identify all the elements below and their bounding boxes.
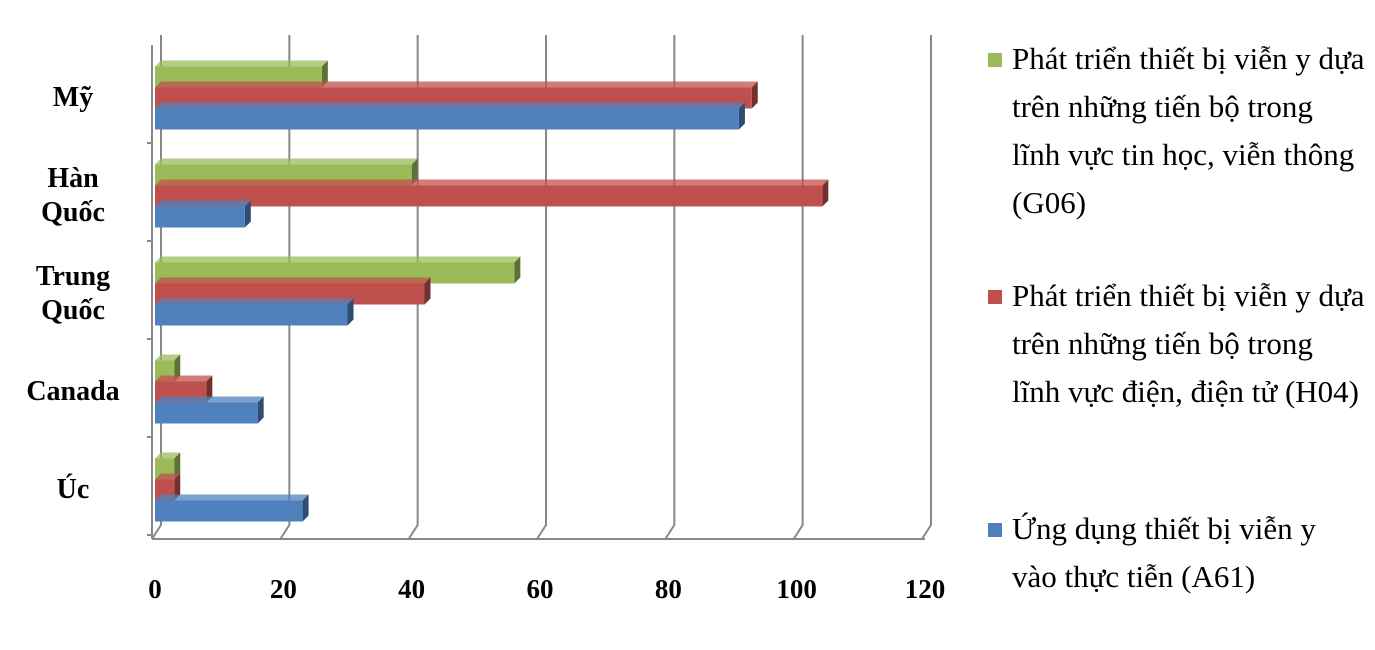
- y-tick-label: Mỹ: [52, 82, 94, 113]
- bar: [155, 108, 739, 130]
- y-tick-label: Canada: [26, 376, 120, 407]
- bar-side: [174, 354, 181, 382]
- bar-side: [424, 277, 431, 305]
- legend-label: Ứng dụng thiết bị viễn y vào thực tiễn (…: [1012, 511, 1316, 594]
- bar-side: [347, 298, 354, 326]
- bar-side: [206, 375, 213, 403]
- x-tick-label: 120: [905, 574, 946, 604]
- x-tick-label: 80: [655, 574, 682, 604]
- bar-top: [155, 494, 309, 501]
- legend-swatch: [988, 290, 1002, 304]
- bar-top: [155, 298, 354, 305]
- bar-side: [321, 60, 328, 88]
- legend-swatch: [988, 523, 1002, 537]
- x-tick-label: 40: [398, 574, 425, 604]
- bar-top: [155, 102, 745, 109]
- bar-top: [155, 396, 264, 403]
- bar-top: [155, 179, 829, 186]
- bar: [155, 304, 348, 326]
- x-tick-label: 20: [270, 574, 297, 604]
- bar-side: [514, 256, 521, 284]
- bar-side: [257, 396, 264, 424]
- bar: [155, 185, 823, 207]
- bar-side: [411, 158, 418, 186]
- bar-top: [155, 452, 181, 459]
- bar-top: [155, 473, 181, 480]
- bar-side: [302, 494, 309, 522]
- x-tick-label: 60: [527, 574, 554, 604]
- bar: [155, 206, 245, 228]
- bar-top: [155, 200, 251, 207]
- legend-label: Phát triển thiết bị viễn y dựa trên nhữn…: [1012, 278, 1365, 409]
- x-tick-label: 0: [148, 574, 162, 604]
- bar-top: [155, 256, 521, 263]
- bar-top: [155, 81, 758, 88]
- bar-top: [155, 158, 418, 165]
- legend-swatch: [988, 53, 1002, 67]
- x-tick-label: 100: [776, 574, 817, 604]
- bar-top: [155, 375, 213, 382]
- bar-top: [155, 60, 328, 67]
- bar-side: [738, 102, 745, 130]
- legend-label: Phát triển thiết bị viễn y dựa trên nhữn…: [1012, 41, 1365, 220]
- y-tick-label: Hàn Quốc: [41, 163, 105, 228]
- bar-top: [155, 354, 181, 361]
- bar-side: [174, 452, 181, 480]
- y-tick-label: Trung Quốc: [35, 261, 111, 326]
- bar-side: [174, 473, 181, 501]
- bar: [155, 500, 303, 522]
- bar-side: [822, 179, 829, 207]
- grid-line: [792, 35, 804, 540]
- grid-line: [921, 35, 932, 540]
- bar: [155, 402, 258, 424]
- bar-top: [155, 277, 431, 284]
- y-tick-label: Úc: [56, 474, 90, 505]
- bar-side: [751, 81, 758, 109]
- bar-side: [244, 200, 251, 228]
